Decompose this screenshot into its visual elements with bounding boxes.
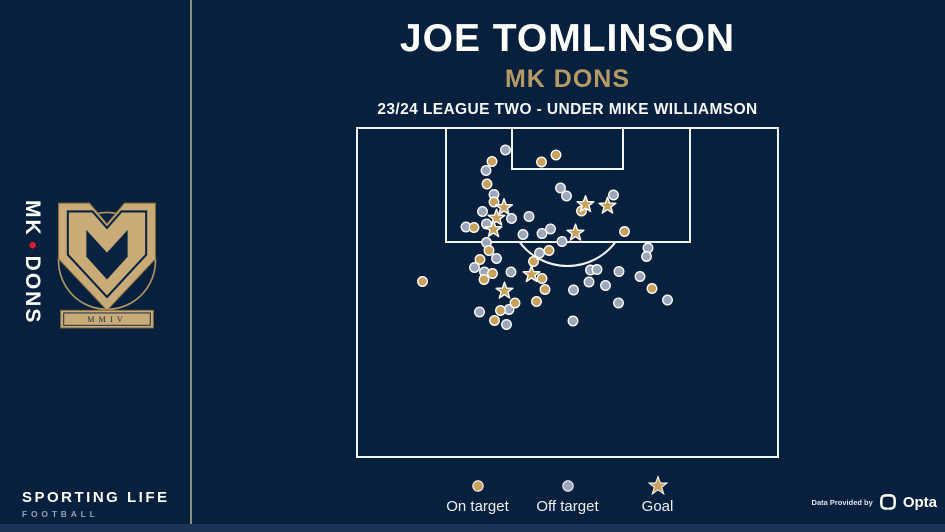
season-subtitle: 23/24 LEAGUE TWO - UNDER MIKE WILLIAMSON (377, 101, 758, 118)
legend-item-on-target: On target (446, 475, 510, 515)
goal-marker-icon (647, 475, 669, 497)
player-name-title: JOE TOMLINSON (399, 17, 736, 60)
sportinglife-logo: SPORTING LIFE FOOTBALL (22, 489, 170, 519)
data-provider: Data Provided by Opta (812, 492, 937, 512)
legend-item-goal: Goal (626, 475, 690, 515)
club-vertical-wordmark: MK●DONS (20, 200, 44, 340)
opta-icon (879, 494, 896, 510)
mk-dons-crest-icon: MMIV (57, 202, 157, 329)
legend-label-on-target: On target (446, 498, 509, 515)
club-motto: MMIV (87, 315, 127, 324)
club-vertical-part2: DONS (21, 255, 44, 325)
team-name: MK DONS (504, 65, 631, 93)
bottom-bar (0, 524, 945, 532)
club-vertical-part1: MK (21, 200, 44, 237)
provider-name: Opta (902, 493, 937, 511)
sportinglife-football-label: FOOTBALL (22, 509, 99, 519)
legend: On target Off target Goal (190, 475, 945, 515)
off-target-marker-icon (561, 475, 574, 497)
club-red-dot-icon: ● (24, 236, 41, 256)
sportinglife-wordmark: SPORTING LIFE (22, 489, 170, 506)
panel-divider (190, 0, 192, 524)
on-target-marker-icon (471, 475, 484, 497)
provider-prefix: Data Provided by (811, 497, 873, 507)
header: JOE TOMLINSON MK DONS 23/24 LEAGUE TWO -… (190, 16, 945, 119)
legend-item-off-target: Off target (536, 475, 600, 515)
legend-label-off-target: Off target (536, 498, 599, 515)
legend-label-goal: Goal (641, 498, 674, 515)
